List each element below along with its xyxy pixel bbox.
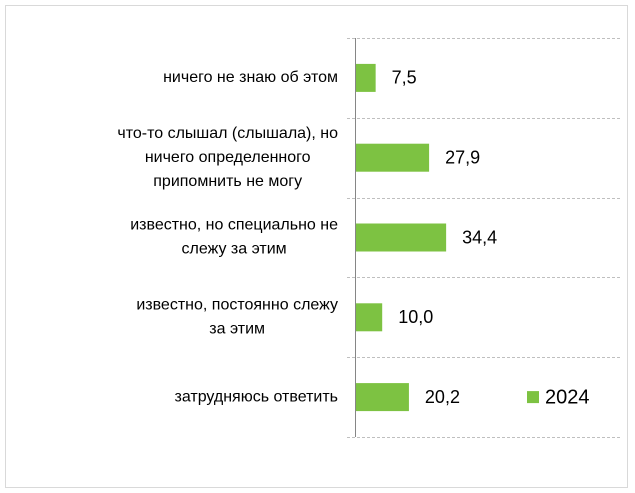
bar	[356, 303, 383, 332]
legend-label: 2024	[545, 386, 590, 408]
data-label: 10,0	[398, 307, 433, 327]
y-tick-label: припомнить не могу	[153, 173, 302, 190]
bar	[356, 383, 409, 412]
y-tick-label: известно, но специально не	[130, 217, 338, 234]
data-label: 27,9	[445, 147, 480, 167]
y-tick-label: затрудняюсь ответить	[174, 388, 338, 405]
y-tick-label: ничего не знаю об этом	[163, 69, 338, 86]
bar	[356, 143, 430, 172]
data-label: 7,5	[392, 68, 417, 88]
legend-swatch	[527, 391, 539, 404]
chart-frame	[5, 5, 628, 488]
y-tick-label: ничего определенного	[145, 149, 311, 166]
bar	[356, 223, 447, 252]
bar	[356, 63, 376, 92]
y-tick-label: известно, постоянно слежу	[136, 297, 338, 314]
y-tick-label: слежу за этим	[182, 241, 287, 258]
data-label: 20,2	[425, 387, 460, 407]
y-tick-label: что-то слышал (слышала), но	[117, 125, 338, 142]
data-label: 34,4	[462, 227, 497, 247]
y-tick-label: за этим	[209, 321, 265, 338]
